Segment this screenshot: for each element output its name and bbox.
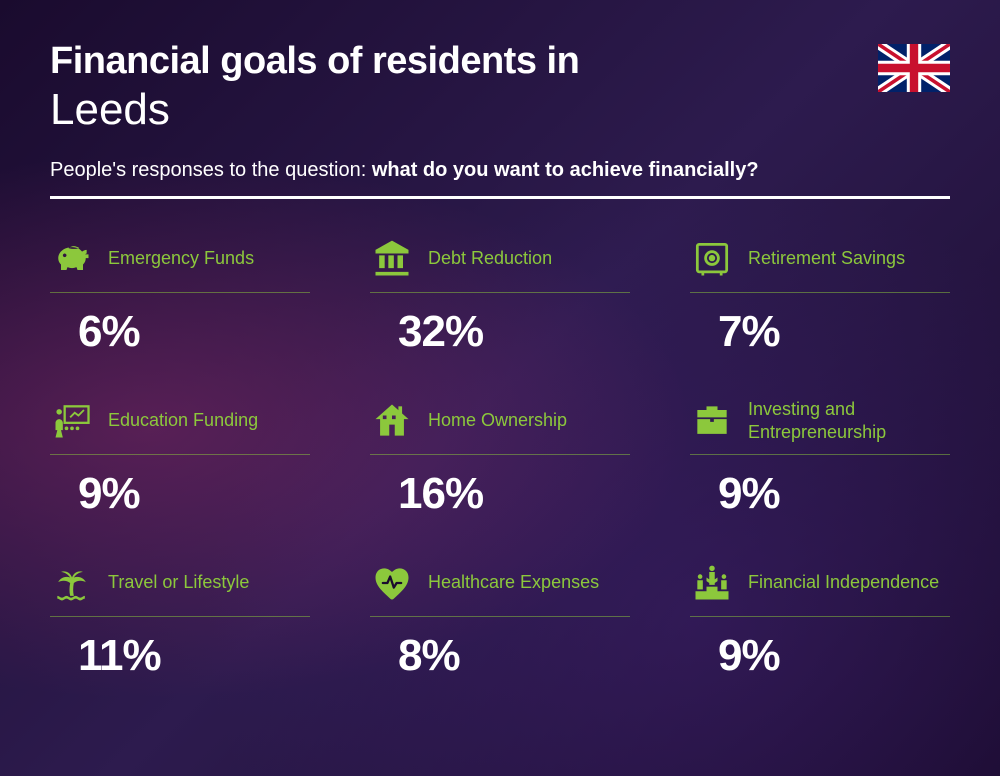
subtitle: People's responses to the question: what… xyxy=(50,159,950,182)
presentation-icon xyxy=(50,399,94,443)
piggy-bank-icon xyxy=(50,237,94,281)
goals-grid: Emergency Funds 6% Debt Reduction 32% Re… xyxy=(50,235,950,681)
goal-value: 32% xyxy=(398,307,630,357)
goal-header: Retirement Savings xyxy=(690,235,950,293)
title-prefix: Financial goals of residents in xyxy=(50,40,950,83)
goal-value: 11% xyxy=(78,631,310,681)
goal-item: Education Funding 9% xyxy=(50,397,310,519)
goal-header: Education Funding xyxy=(50,397,310,455)
goal-item: Emergency Funds 6% xyxy=(50,235,310,357)
goal-value: 9% xyxy=(718,631,950,681)
goal-value: 6% xyxy=(78,307,310,357)
goal-label: Education Funding xyxy=(108,409,258,432)
subtitle-question: what do you want to achieve financially? xyxy=(372,159,759,181)
goal-item: Travel or Lifestyle 11% xyxy=(50,559,310,681)
goal-label: Investing and Entrepreneurship xyxy=(748,398,950,443)
goal-value: 9% xyxy=(718,469,950,519)
goal-header: Home Ownership xyxy=(370,397,630,455)
uk-flag-icon xyxy=(878,44,950,92)
goal-item: Healthcare Expenses 8% xyxy=(370,559,630,681)
goal-header: Emergency Funds xyxy=(50,235,310,293)
goal-header: Investing and Entrepreneurship xyxy=(690,397,950,455)
goal-label: Travel or Lifestyle xyxy=(108,571,249,594)
goal-header: Debt Reduction xyxy=(370,235,630,293)
title-city: Leeds xyxy=(50,85,950,135)
header: Financial goals of residents in Leeds Pe… xyxy=(50,40,950,199)
palm-icon xyxy=(50,561,94,605)
safe-icon xyxy=(690,237,734,281)
goal-value: 16% xyxy=(398,469,630,519)
briefcase-icon xyxy=(690,399,734,443)
goal-header: Healthcare Expenses xyxy=(370,559,630,617)
goal-item: Retirement Savings 7% xyxy=(690,235,950,357)
goal-header: Financial Independence xyxy=(690,559,950,617)
goal-label: Financial Independence xyxy=(748,571,939,594)
divider xyxy=(50,196,950,199)
bank-icon xyxy=(370,237,414,281)
goal-item: Debt Reduction 32% xyxy=(370,235,630,357)
podium-icon xyxy=(690,561,734,605)
goal-header: Travel or Lifestyle xyxy=(50,559,310,617)
heart-pulse-icon xyxy=(370,561,414,605)
goal-label: Home Ownership xyxy=(428,409,567,432)
goal-item: Financial Independence 9% xyxy=(690,559,950,681)
goal-label: Debt Reduction xyxy=(428,247,552,270)
goal-item: Home Ownership 16% xyxy=(370,397,630,519)
goal-value: 8% xyxy=(398,631,630,681)
goal-label: Retirement Savings xyxy=(748,247,905,270)
subtitle-prefix: People's responses to the question: xyxy=(50,159,372,181)
goal-value: 9% xyxy=(78,469,310,519)
goal-label: Healthcare Expenses xyxy=(428,571,599,594)
goal-item: Investing and Entrepreneurship 9% xyxy=(690,397,950,519)
goal-label: Emergency Funds xyxy=(108,247,254,270)
house-icon xyxy=(370,399,414,443)
goal-value: 7% xyxy=(718,307,950,357)
